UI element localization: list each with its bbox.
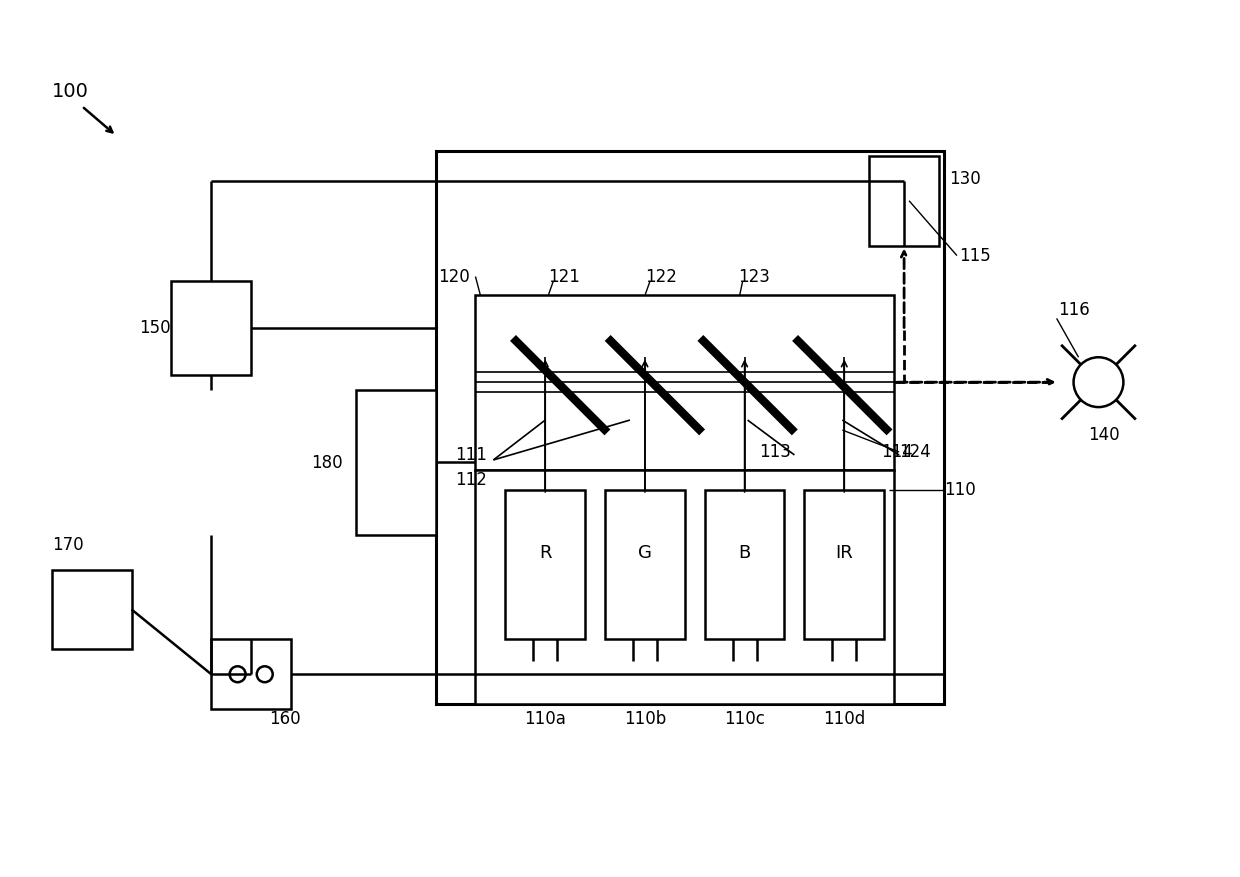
Text: B: B <box>739 544 750 561</box>
Text: 123: 123 <box>738 267 770 286</box>
Bar <box>704 490 785 639</box>
Bar <box>475 470 894 704</box>
Text: 110a: 110a <box>525 710 567 728</box>
Text: 124: 124 <box>899 443 931 461</box>
Text: 180: 180 <box>311 454 342 472</box>
Text: 110c: 110c <box>724 710 765 728</box>
Bar <box>506 490 585 639</box>
Bar <box>211 639 291 709</box>
Text: IR: IR <box>836 544 853 561</box>
Bar <box>435 151 944 704</box>
Text: 122: 122 <box>645 267 677 286</box>
Text: 114: 114 <box>882 443 913 461</box>
Text: 111: 111 <box>455 446 487 464</box>
Text: 160: 160 <box>269 710 301 728</box>
Bar <box>605 490 684 639</box>
Bar <box>52 569 131 649</box>
Text: 130: 130 <box>949 170 981 188</box>
Text: 120: 120 <box>439 267 470 286</box>
Text: 110d: 110d <box>823 710 866 728</box>
Bar <box>475 296 894 470</box>
Bar <box>869 156 939 246</box>
Text: 170: 170 <box>52 536 83 553</box>
Text: G: G <box>639 544 652 561</box>
Text: 100: 100 <box>52 82 89 101</box>
Text: 116: 116 <box>1059 302 1090 319</box>
Text: 110: 110 <box>944 481 976 499</box>
Bar <box>171 281 252 375</box>
Text: 150: 150 <box>140 319 171 338</box>
Text: 110b: 110b <box>624 710 666 728</box>
Text: 113: 113 <box>760 443 791 461</box>
Text: 115: 115 <box>959 246 991 265</box>
Bar <box>356 390 435 535</box>
Text: 121: 121 <box>548 267 580 286</box>
Text: R: R <box>539 544 552 561</box>
Text: 112: 112 <box>455 471 487 488</box>
Text: 140: 140 <box>1089 426 1120 444</box>
Bar <box>805 490 884 639</box>
